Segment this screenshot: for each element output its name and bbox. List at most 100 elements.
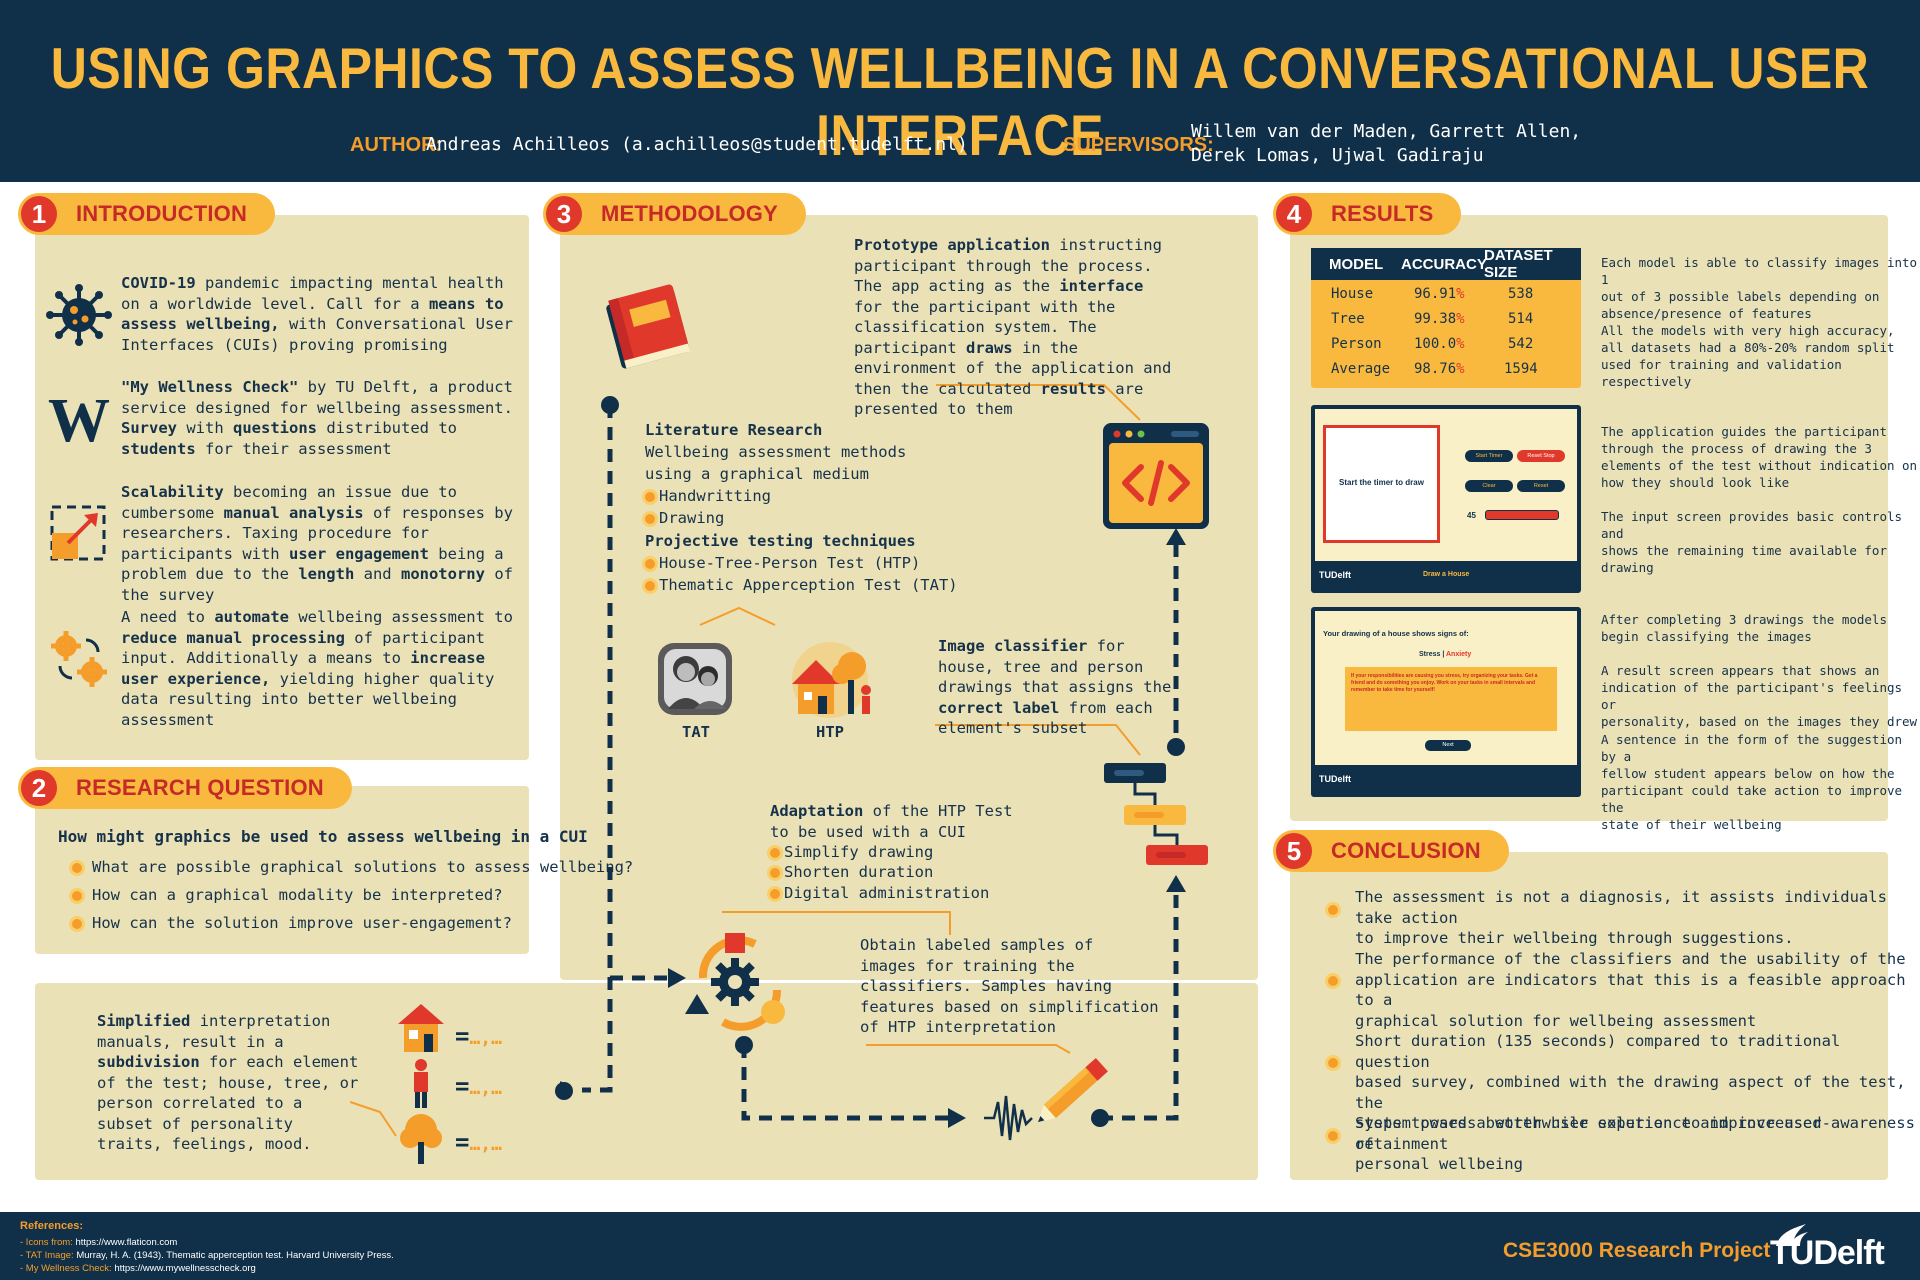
adaptation-item: Digital administration (770, 883, 989, 904)
canvas-prompt: Start the timer to draw (1339, 478, 1424, 487)
supervisors-line1: Willem van der Maden, Garrett Allen, (1191, 121, 1582, 142)
tree-icon (400, 1114, 442, 1164)
scale-icon (50, 505, 106, 561)
tudelft-logo: TUDelft (1770, 1234, 1885, 1272)
results-desc-guide: The application guides the participant t… (1601, 424, 1918, 490)
flow-node-dot (555, 1082, 573, 1100)
clear-button[interactable]: Clear (1465, 480, 1513, 492)
research-subquestion: How can the solution improve user-engage… (72, 913, 512, 934)
literature-item: Handwritting (645, 486, 771, 507)
results-table: MODEL ACCURACY DATASET SIZE House 96.91%… (1311, 247, 1581, 388)
introduction-number: 1 (18, 193, 60, 235)
conclusion-number: 5 (1273, 830, 1315, 872)
results-number: 4 (1273, 193, 1315, 235)
supervisors-label: SUPERVISORS: (1063, 134, 1214, 156)
methodology-flow-lines (560, 384, 1186, 1128)
reset-button[interactable]: Reset (1517, 480, 1565, 492)
suggestion-box: If your responsibilities are causing you… (1345, 667, 1557, 731)
literature-research-line1: Wellbeing assessment methods (645, 443, 907, 461)
methodology-number: 3 (543, 193, 585, 235)
methodology-title: METHODOLOGY (601, 201, 778, 226)
conclusion-title: CONCLUSION (1331, 838, 1481, 863)
table-cell-model: Average (1331, 361, 1391, 377)
adaptation-item: Shorten duration (770, 862, 933, 883)
conclusion-item: Short duration (135 seconds) compared to… (1328, 1031, 1920, 1154)
table-cell-model: Person (1331, 336, 1382, 352)
intro-paragraph-scalability: Scalability becoming an issue due to cum… (121, 483, 513, 604)
author-label: AUTHOR: (350, 134, 443, 156)
tudelft-flame-icon (1776, 1224, 1808, 1246)
equals-mark: =…,… (455, 1022, 502, 1050)
table-cell-model: House (1331, 286, 1374, 302)
col-header-accuracy: ACCURACY (1401, 255, 1487, 273)
literature-research-title: Literature Research (645, 421, 823, 439)
labeled-samples-text: Obtain labeled samples of images for tra… (860, 936, 1159, 1036)
results-table-header (1311, 248, 1581, 280)
adaptation-text: Adaptation of the HTP Test to be used wi… (770, 802, 1013, 841)
literature-research-line2: using a graphical medium (645, 465, 869, 483)
results-desc-classify: Each model is able to classify images in… (1601, 255, 1918, 321)
table-cell-size: 1594 (1504, 361, 1538, 377)
reference-item: - Icons from: https://www.flaticon.com (20, 1237, 178, 1248)
author-name: Andreas Achilleos (a.achilleos@student.t… (426, 134, 968, 155)
house-icon (398, 1004, 444, 1052)
reference-item: - My Wellness Check: https://www.mywelln… (20, 1263, 256, 1274)
timer-value: 45 (1467, 511, 1476, 520)
code-window-icon (1103, 423, 1209, 529)
timer-progress-bar (1485, 510, 1559, 520)
connector-line (350, 1101, 397, 1137)
tat-label: TAT (682, 723, 710, 741)
table-cell-accuracy: 100.0% (1414, 336, 1465, 352)
projective-item: House-Tree-Person Test (HTP) (645, 553, 920, 574)
interpretation-panel (35, 983, 1258, 1180)
conclusion-item: The performance of the classifiers and t… (1328, 949, 1920, 1031)
tudelft-logo-small: TUDelft (1319, 774, 1351, 784)
research-subquestion: How can a graphical modality be interpre… (72, 885, 503, 906)
projective-testing-title: Projective testing techniques (645, 532, 916, 550)
research-question-number: 2 (18, 767, 60, 809)
table-cell-model: Tree (1331, 311, 1365, 327)
start-timer-button[interactable]: Start Timer (1465, 450, 1513, 462)
introduction-header: INTRODUCTION (22, 193, 276, 235)
equals-mark: =…,… (455, 1128, 502, 1156)
drawing-canvas[interactable]: Start the timer to draw (1323, 425, 1440, 543)
result-screen-screenshot: Your drawing of a house shows signs of: … (1311, 607, 1581, 797)
classifier-layers-icon (1104, 763, 1208, 865)
htp-label: HTP (816, 723, 844, 741)
result-heading: Your drawing of a house shows signs of: (1323, 629, 1469, 638)
equals-mark: =…,… (455, 1072, 502, 1100)
table-cell-size: 514 (1508, 311, 1534, 327)
next-button[interactable]: Next (1425, 740, 1471, 751)
draw-house-label: Draw a House (1423, 571, 1470, 578)
results-desc-accuracy: All the models with very high accuracy, … (1601, 323, 1895, 389)
conclusion-panel (1290, 852, 1888, 1180)
adaptation-item: Simplify drawing (770, 842, 933, 863)
results-desc-result-screen: A result screen appears that shows an in… (1601, 663, 1918, 729)
person-icon (414, 1059, 428, 1108)
conclusion-item: Steps towards better user experience and… (1328, 1113, 1920, 1175)
pencil-drawing-icon (984, 1057, 1108, 1141)
research-question-main: How might graphics be used to assess wel… (58, 827, 588, 846)
header-bar (0, 0, 1920, 182)
reference-item: - TAT Image: Murray, H. A. (1943). Thema… (20, 1250, 394, 1261)
supervisors-line2: Derek Lomas, Ujwal Gadiraju (1191, 145, 1484, 166)
col-header-model: MODEL (1329, 255, 1384, 273)
process-gear-icon (685, 933, 785, 1031)
intro-paragraph-automate: A need to automate wellbeing assessment … (121, 608, 513, 729)
conclusion-header: CONCLUSION (1277, 830, 1509, 872)
intro-paragraph-covid: COVID-19 pandemic impacting mental healt… (121, 274, 513, 354)
interpretation-text: Simplified interpretation manuals, resul… (97, 1012, 359, 1153)
introduction-title: INTRODUCTION (76, 201, 248, 226)
stop-button[interactable]: Reset Stop (1517, 450, 1565, 462)
results-title: RESULTS (1331, 201, 1434, 226)
htp-icon (792, 642, 871, 718)
results-desc-classifying: After completing 3 drawings the models b… (1601, 612, 1887, 644)
conclusion-item: The assessment is not a diagnosis, it as… (1328, 887, 1920, 949)
projective-item: Thematic Apperception Test (TAT) (645, 575, 958, 596)
introduction-panel (35, 215, 529, 760)
results-desc-input: The input screen provides basic controls… (1601, 509, 1903, 575)
research-question-title: RESEARCH QUESTION (76, 775, 324, 800)
tat-image (658, 643, 732, 715)
methodology-header: METHODOLOGY (547, 193, 806, 235)
project-label: CSE3000 Research Project (1503, 1239, 1771, 1262)
